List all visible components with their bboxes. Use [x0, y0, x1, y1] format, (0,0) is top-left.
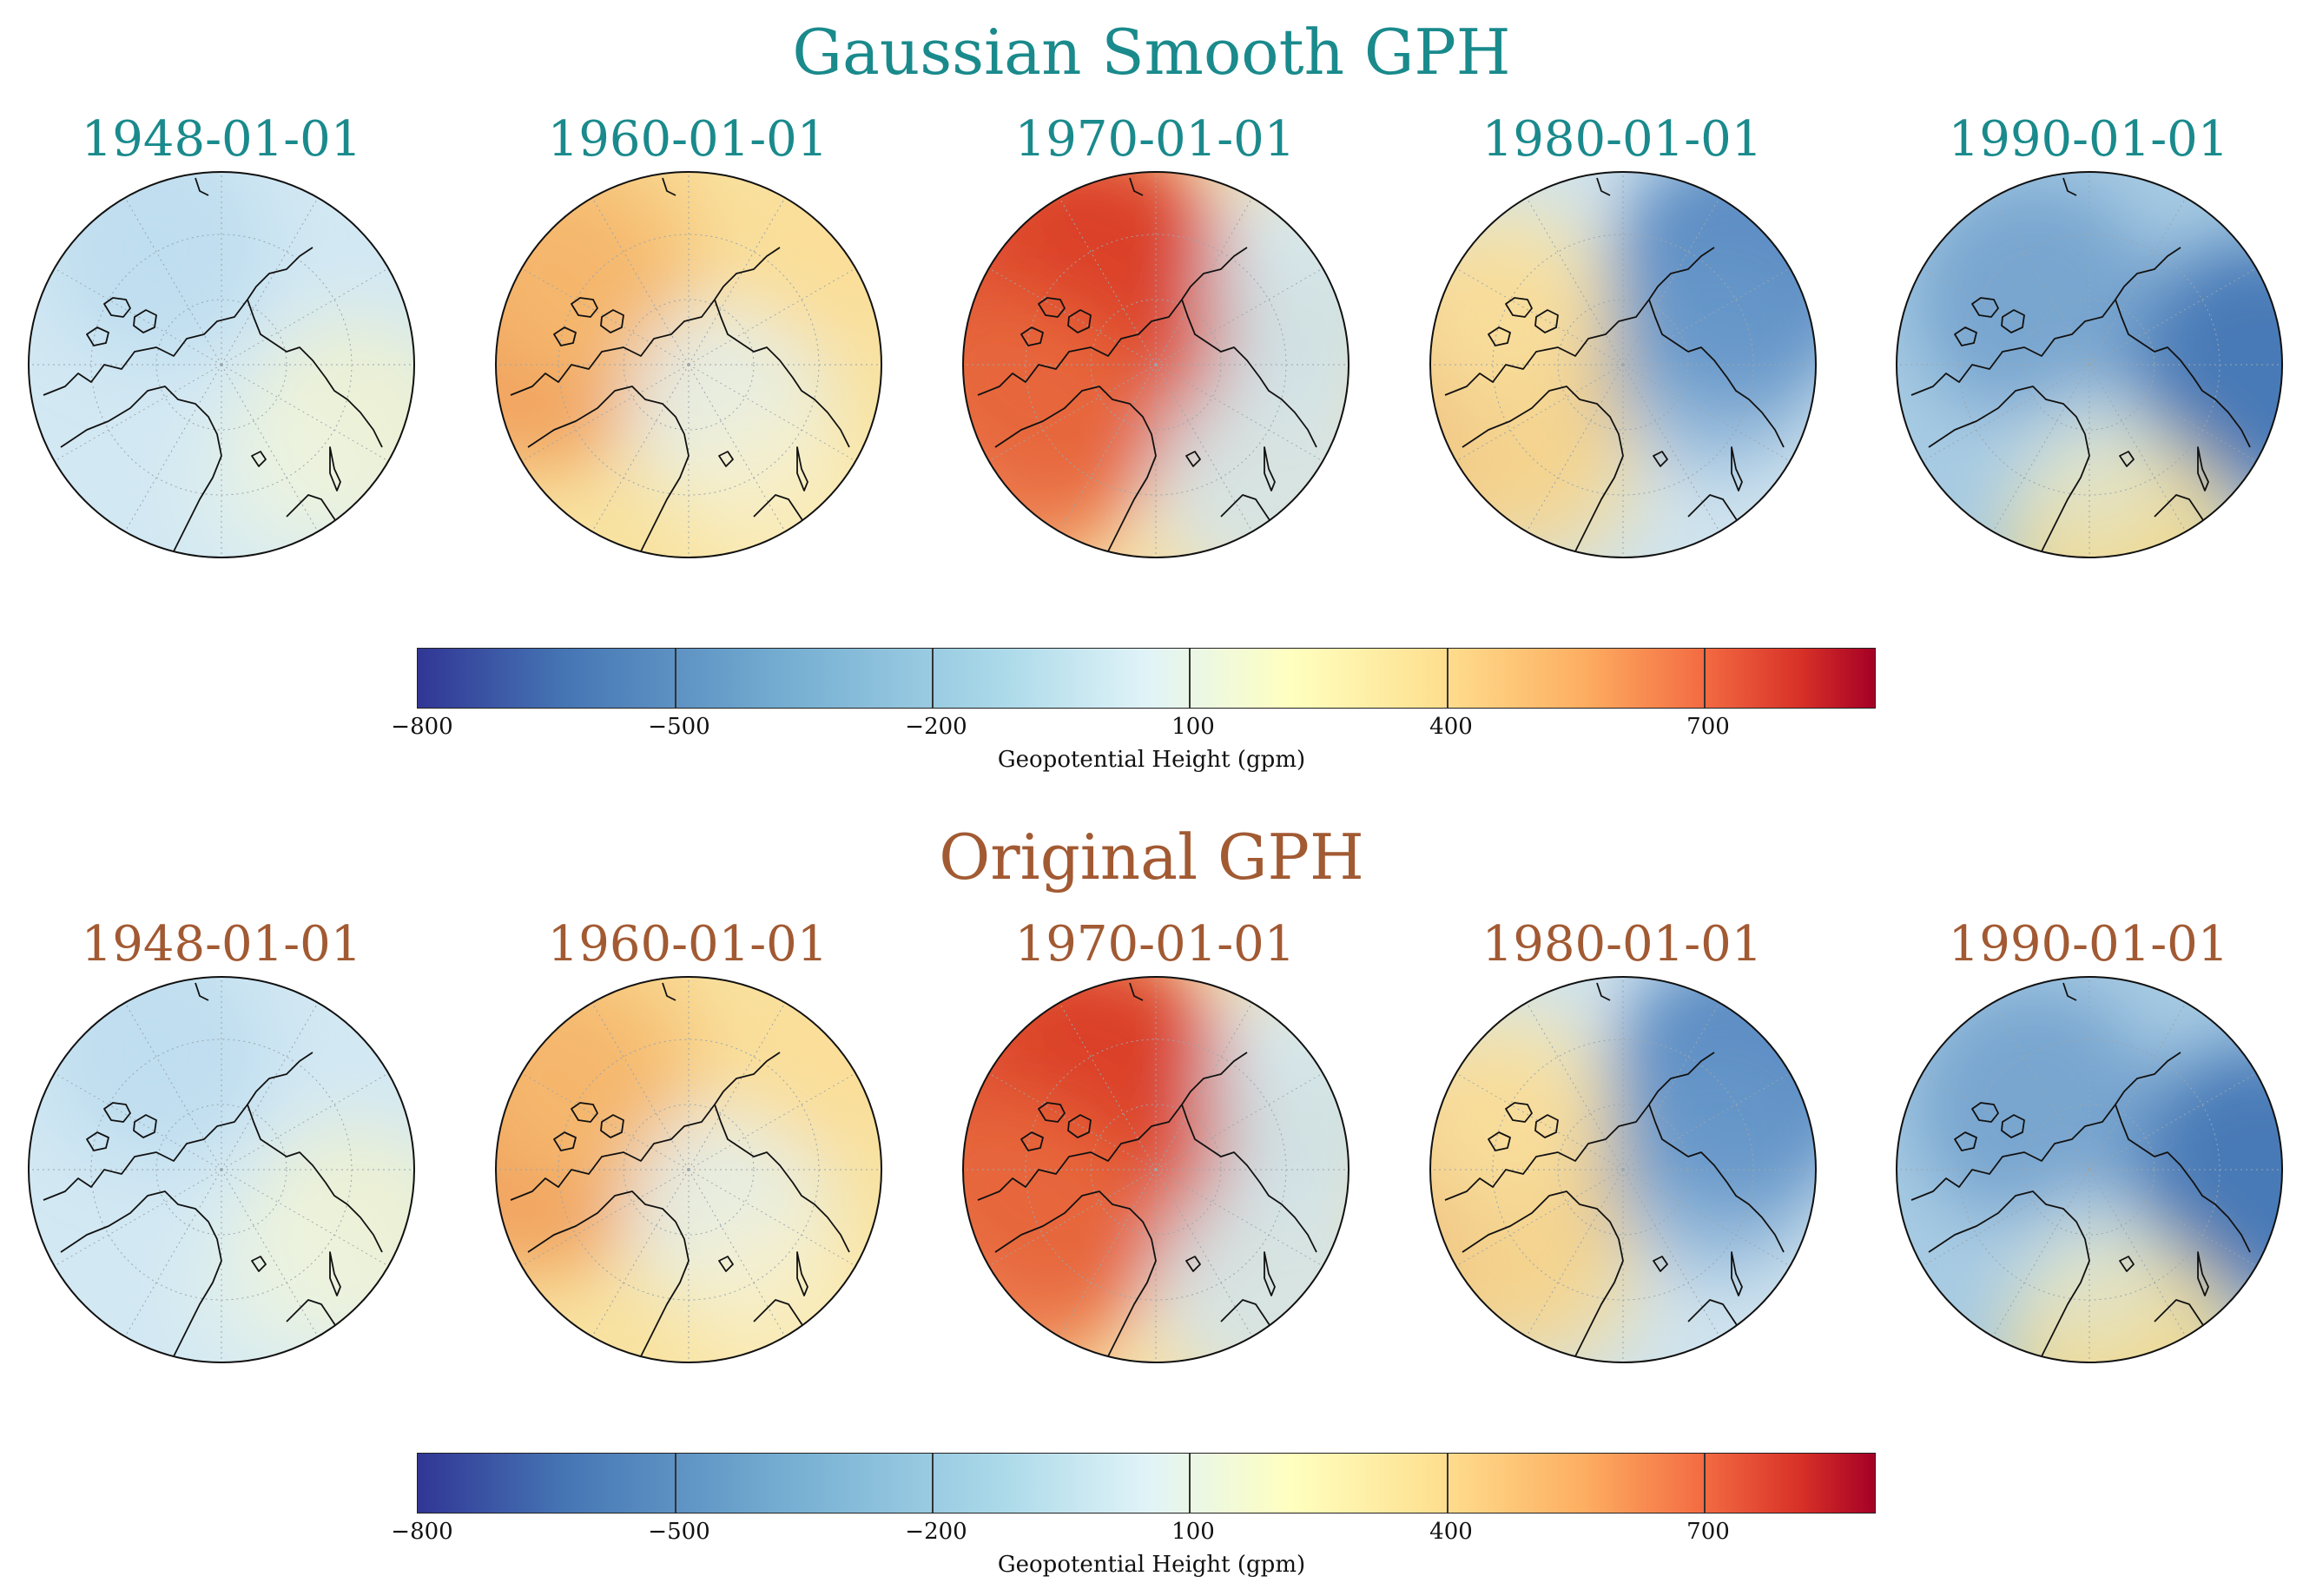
panel-title-original-1960: 1960-01-01 [547, 916, 828, 973]
coastlines [43, 982, 383, 1357]
section-title-original: Original GPH [939, 821, 1364, 894]
panel-title-smooth-1990: 1990-01-01 [1948, 111, 2229, 168]
colorbar-tick: −500 [648, 714, 710, 740]
panel-title-smooth-1960: 1960-01-01 [547, 111, 828, 168]
section-title-smooth: Gaussian Smooth GPH [792, 16, 1511, 89]
polar-map-smooth-1980 [1429, 171, 1817, 558]
colorbar-label-original: Geopotential Height (gpm) [997, 1552, 1306, 1578]
panel-title-original-1970: 1970-01-01 [1014, 916, 1296, 973]
colorbar-tick: 400 [1429, 1519, 1473, 1545]
coastlines [43, 177, 383, 552]
colorbar-tick: 100 [1171, 714, 1215, 740]
polar-map-smooth-1948 [28, 171, 415, 558]
coastlines [1910, 982, 2251, 1357]
coastlines [1444, 177, 1785, 552]
colorbar-tick: −500 [648, 1519, 710, 1545]
gph-field [496, 977, 881, 1362]
gph-field [1430, 977, 1816, 1362]
colorbar-tick: 700 [1686, 1519, 1730, 1545]
gph-field [963, 977, 1349, 1362]
colorbar-tick: −200 [905, 714, 967, 740]
polar-map-original-1980 [1429, 976, 1817, 1363]
colorbar-tick: −200 [905, 1519, 967, 1545]
colorbar-tick: 100 [1171, 1519, 1215, 1545]
polar-map-smooth-1970 [962, 171, 1349, 558]
polar-map-original-1948 [28, 976, 415, 1363]
colorbar-smooth [417, 648, 1876, 709]
colorbar-label-smooth: Geopotential Height (gpm) [997, 747, 1306, 773]
coastlines [977, 177, 1317, 552]
colorbar-tick: 400 [1429, 714, 1473, 740]
polar-map-original-1990 [1896, 976, 2283, 1363]
colorbar-original [417, 1453, 1876, 1514]
panel-title-smooth-1948: 1948-01-01 [81, 111, 362, 168]
panel-title-smooth-1980: 1980-01-01 [1481, 111, 1763, 168]
coastlines [1910, 177, 2251, 552]
polar-map-smooth-1990 [1896, 171, 2283, 558]
panel-title-original-1948: 1948-01-01 [81, 916, 362, 973]
panel-title-smooth-1970: 1970-01-01 [1014, 111, 1296, 168]
coastlines [510, 177, 850, 552]
panel-title-original-1990: 1990-01-01 [1948, 916, 2229, 973]
polar-map-smooth-1960 [495, 171, 882, 558]
colorbar-tick: −800 [391, 714, 453, 740]
polar-map-original-1970 [962, 976, 1349, 1363]
panel-title-original-1980: 1980-01-01 [1481, 916, 1763, 973]
colorbar-tick: 700 [1686, 714, 1730, 740]
coastlines [1444, 982, 1785, 1357]
gph-field [1897, 977, 2282, 1362]
polar-map-original-1960 [495, 976, 882, 1363]
gph-field [1430, 172, 1816, 557]
coastlines [510, 982, 850, 1357]
gph-field [1897, 172, 2282, 557]
colorbar-tick: −800 [391, 1519, 453, 1545]
